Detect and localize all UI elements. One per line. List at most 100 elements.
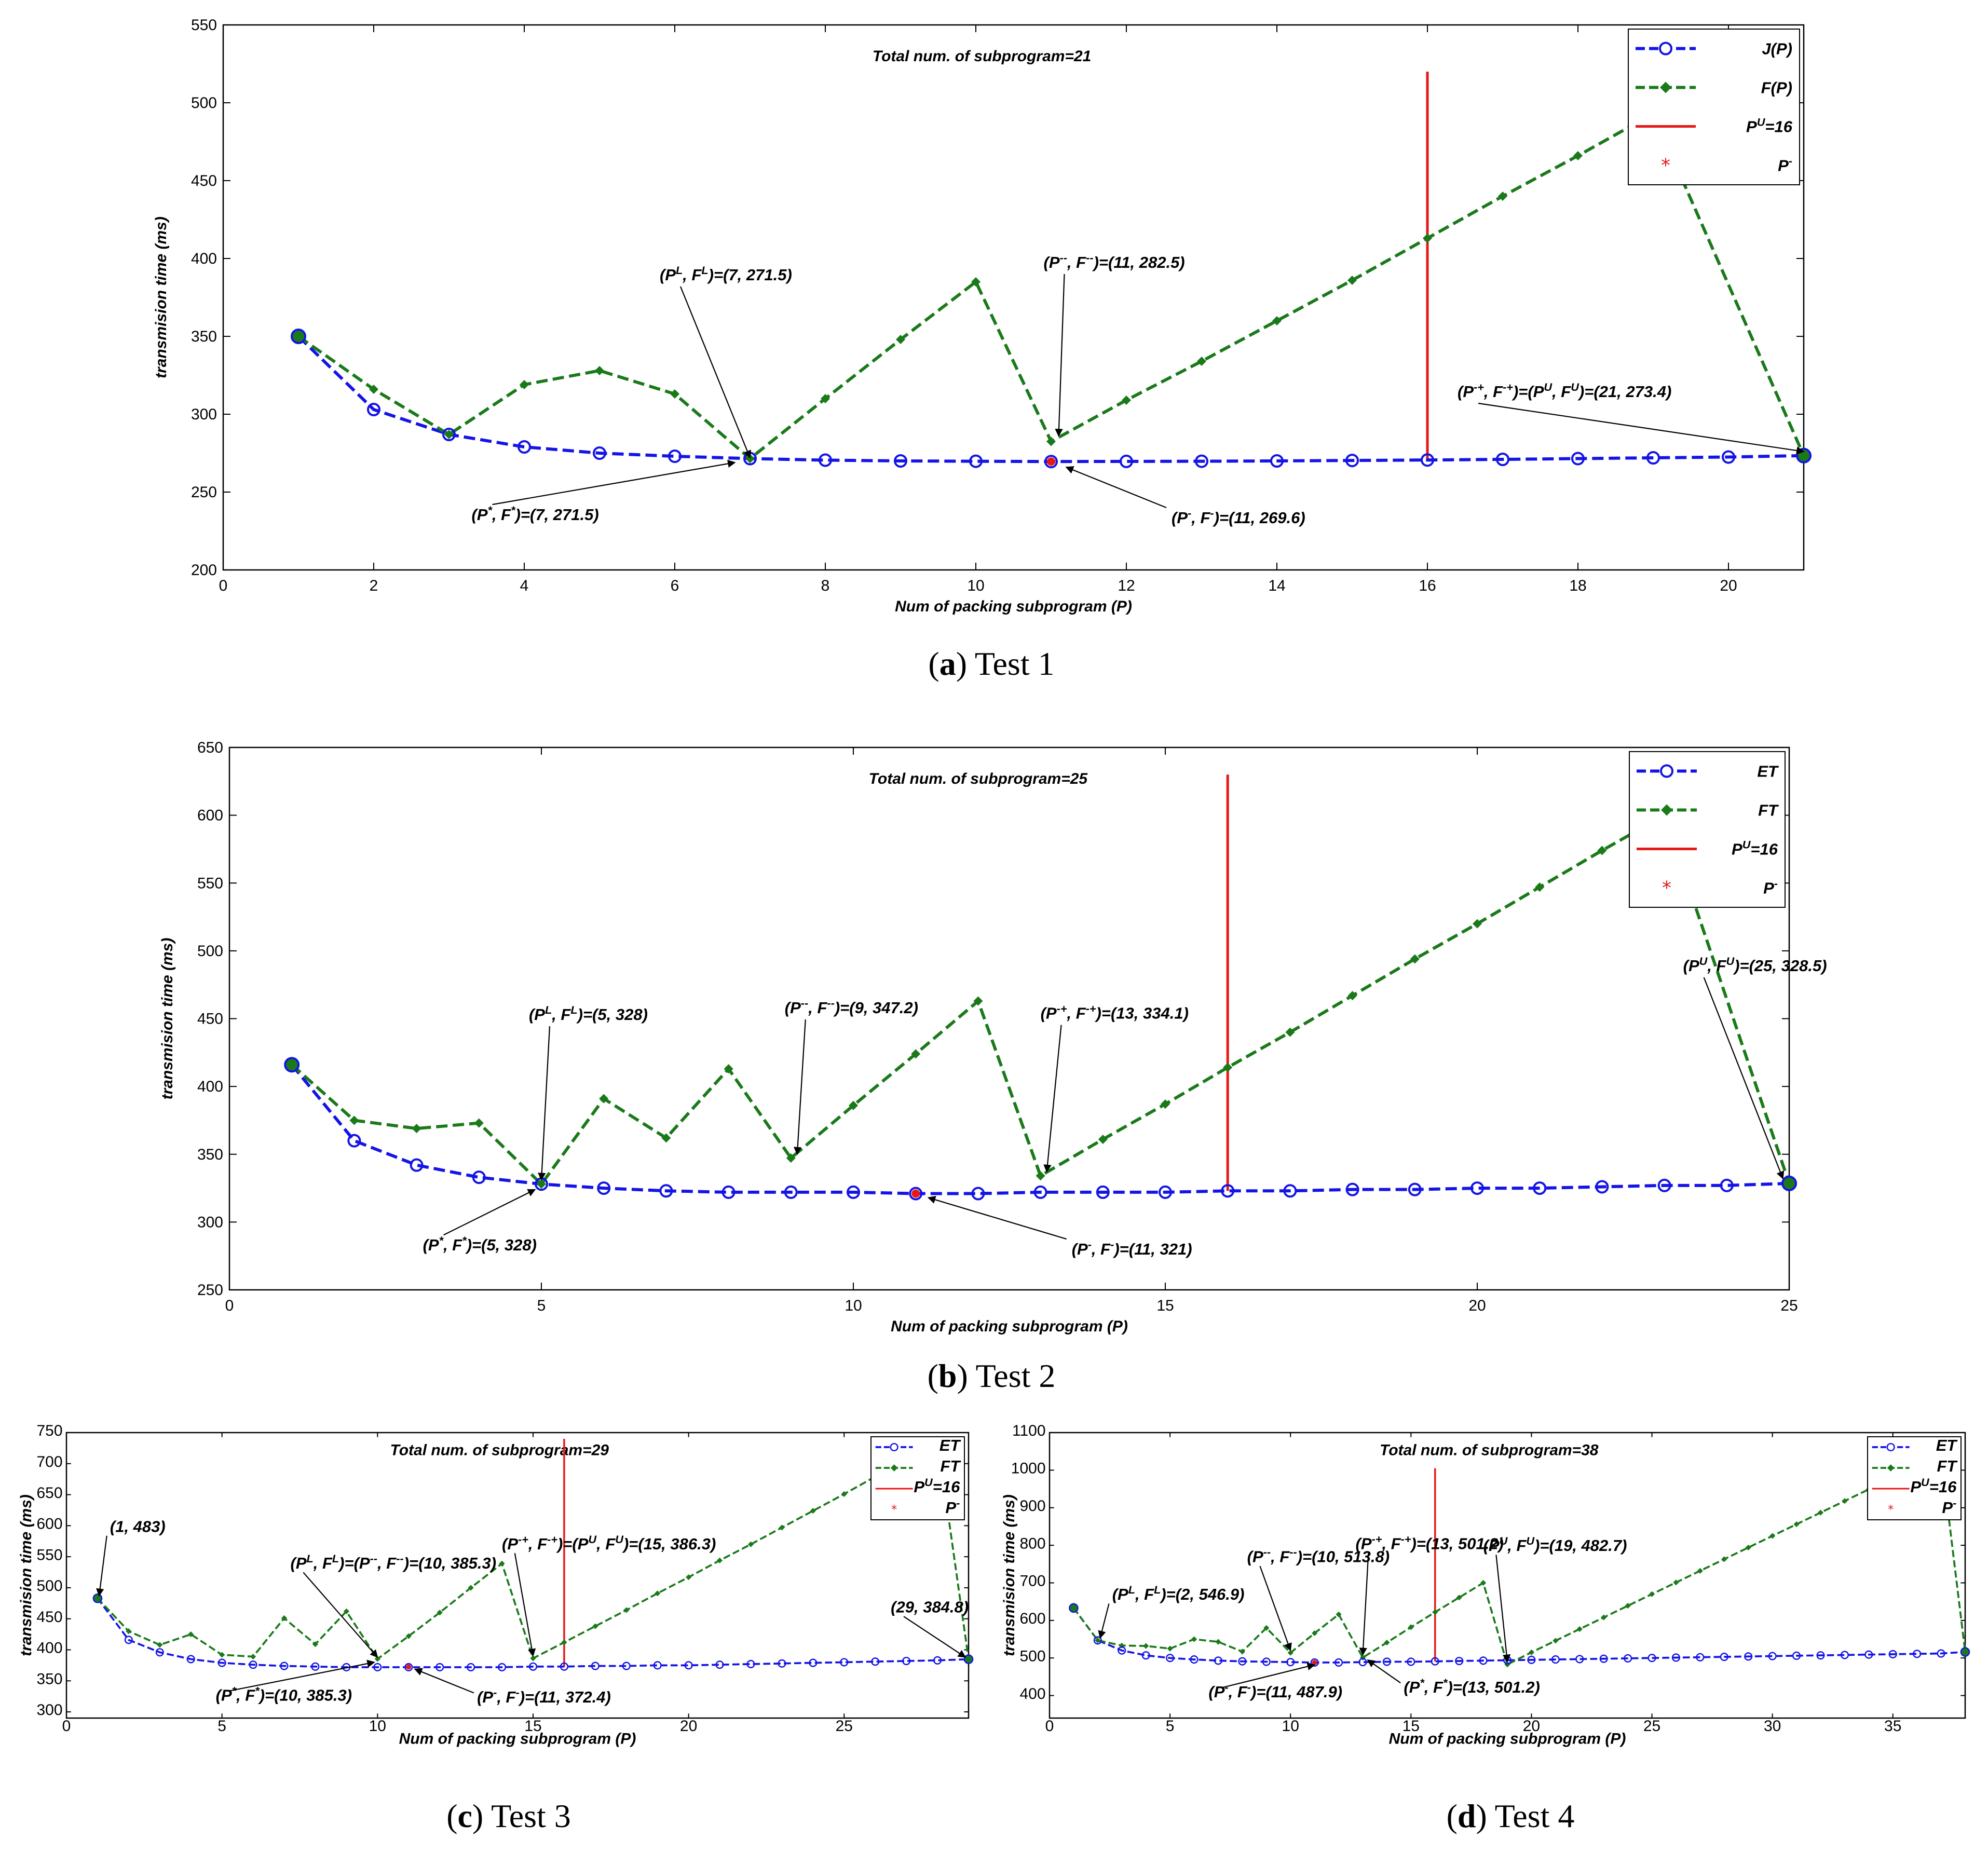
- y-tick-label: 600: [36, 1516, 62, 1533]
- annotation-arrow: [1703, 977, 1785, 1180]
- j-point: [467, 1663, 475, 1672]
- j-point: [1382, 1657, 1391, 1666]
- plot-area: [1049, 1432, 1966, 1719]
- j-point: [1283, 1184, 1297, 1198]
- j-point: [1479, 1656, 1488, 1665]
- f-point: [1215, 1639, 1221, 1645]
- f-point: [810, 1508, 816, 1514]
- f-point: [670, 389, 679, 399]
- j-point: [1720, 1652, 1728, 1662]
- j-point: [1096, 1185, 1110, 1199]
- annotation-arrow: [1478, 402, 1805, 455]
- x-tick-label: 10: [845, 1297, 862, 1314]
- f-point: [1745, 1544, 1751, 1551]
- j-point: [1118, 1646, 1126, 1655]
- p-minus-point: [406, 1664, 412, 1670]
- j-point: [472, 1170, 486, 1184]
- annotation-label: (P-+, F-+)=(PU, FU)=(21, 273.4): [1458, 380, 1671, 401]
- legend-marker: [890, 1464, 898, 1472]
- j-point: [1913, 1650, 1922, 1658]
- caption: (b) Test 2: [928, 1357, 1056, 1394]
- y-tick-label: 350: [191, 328, 217, 345]
- f-point: [1098, 1135, 1108, 1145]
- f-point: [1384, 1639, 1390, 1646]
- legend-label: PU=16: [1732, 838, 1778, 859]
- plot-area: [228, 746, 1790, 1291]
- j-point: [1888, 1650, 1897, 1659]
- annotation-label: (P-, F-)=(11, 372.4): [477, 1686, 611, 1707]
- series-j-line: [97, 1598, 969, 1668]
- legend-label: P-: [1763, 877, 1778, 897]
- f-point: [444, 430, 454, 439]
- j-point: [410, 1158, 424, 1172]
- f-point: [595, 366, 604, 375]
- x-tick-label: 18: [1569, 577, 1586, 594]
- f-point: [1410, 954, 1420, 964]
- f-point: [1456, 1595, 1462, 1601]
- j-point: [1044, 455, 1058, 469]
- f-point: [1312, 1630, 1318, 1637]
- legend-label: P-: [1778, 154, 1792, 175]
- y-tick-label: 650: [197, 739, 223, 756]
- x-tick-label: 0: [1045, 1718, 1054, 1735]
- f-point: [1423, 234, 1432, 243]
- j-point: [186, 1655, 195, 1664]
- x-tick-label: 15: [524, 1718, 541, 1735]
- x-tick-label: 5: [1166, 1718, 1175, 1735]
- endpoint: [1781, 1175, 1797, 1191]
- legend-label: ET: [1757, 762, 1779, 781]
- j-point: [1345, 454, 1359, 468]
- f-point: [911, 1049, 921, 1059]
- legend-box: [870, 1436, 965, 1520]
- legend-label: FT: [1937, 1457, 1958, 1475]
- j-point: [249, 1660, 257, 1669]
- j-point: [124, 1636, 133, 1644]
- f-point: [1285, 1027, 1295, 1037]
- j-point: [373, 1663, 382, 1672]
- endpoint: [284, 1057, 300, 1073]
- y-tick-label: 500: [197, 943, 223, 960]
- y-tick-label: 400: [191, 250, 217, 267]
- j-point: [435, 1663, 444, 1672]
- plot-area: [222, 24, 1805, 571]
- j-point: [969, 454, 983, 468]
- j-point: [668, 450, 682, 463]
- x-tick-label: 5: [537, 1297, 546, 1314]
- endpoint: [291, 329, 306, 344]
- annotation-label: (1, 483): [110, 1517, 166, 1535]
- f-point: [1347, 991, 1357, 1001]
- f-point: [219, 1652, 225, 1658]
- caption: (a) Test 1: [928, 645, 1054, 682]
- annotation-label: (PL, FL)=(5, 328): [529, 1003, 648, 1024]
- endpoint: [963, 1654, 974, 1664]
- x-tick-label: 4: [520, 577, 529, 594]
- f-point: [599, 1094, 609, 1104]
- x-tick-label: 20: [680, 1718, 697, 1735]
- y-tick-label: 400: [36, 1640, 62, 1657]
- f-point: [537, 1179, 546, 1189]
- y-tick-label: 550: [197, 875, 223, 892]
- y-axis-label: transmision time (ms): [18, 1494, 35, 1656]
- f-point: [126, 1628, 132, 1635]
- j-point: [1358, 1658, 1367, 1667]
- f-point: [841, 1491, 847, 1497]
- f-point: [971, 277, 981, 287]
- series-f-line: [1072, 1453, 1966, 1666]
- legend-marker: [1887, 1464, 1895, 1472]
- j-point: [1270, 454, 1284, 468]
- f-point: [1046, 437, 1056, 446]
- x-tick-label: 0: [219, 577, 228, 594]
- y-tick-label: 500: [191, 94, 217, 112]
- j-point: [1470, 1181, 1484, 1195]
- j-point: [684, 1661, 693, 1670]
- series-f-line: [291, 813, 1791, 1187]
- j-point: [1720, 1178, 1734, 1192]
- annotation-label: (P*, F*)=(13, 501.2): [1404, 1676, 1540, 1696]
- plot-area: [65, 1432, 970, 1719]
- j-point: [1551, 1655, 1560, 1664]
- annotation-arrow: [1043, 1025, 1062, 1173]
- j-point: [622, 1662, 631, 1670]
